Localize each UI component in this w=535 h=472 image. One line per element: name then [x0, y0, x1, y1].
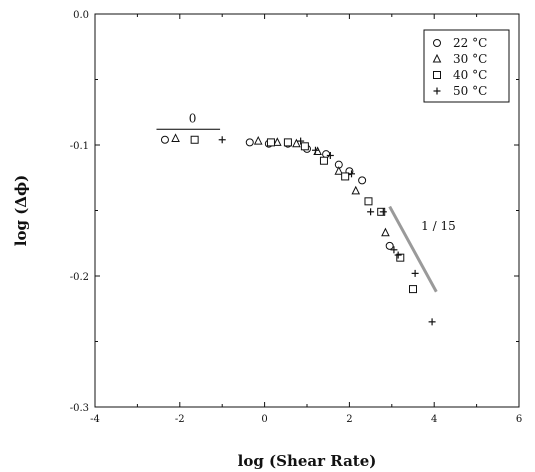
point-40c: [300, 142, 309, 151]
y-tick-label: -0.1: [70, 141, 89, 152]
legend-marker: [433, 71, 441, 79]
point-30c: [273, 137, 282, 146]
x-tick-label: -2: [175, 414, 185, 425]
point-50c: [297, 137, 305, 145]
guide-lines: [156, 128, 438, 293]
point-40c: [283, 138, 292, 147]
point-40c: [364, 197, 373, 206]
point-50c: [390, 246, 398, 254]
x-tick-label: 4: [431, 414, 437, 425]
point-40c: [190, 135, 199, 144]
point-30c: [292, 138, 301, 148]
point-30c: [253, 135, 263, 145]
y-tick-label: -0.2: [70, 272, 89, 283]
annotation-slope-fraction: 1 / 15: [421, 219, 456, 233]
slope-guide-line: [388, 205, 438, 293]
point-50c: [311, 146, 319, 154]
point-50c: [411, 269, 419, 277]
point-30c: [381, 227, 390, 237]
annotation-slope-zero: 0: [189, 112, 197, 126]
point-40c: [409, 285, 417, 294]
x-tick-label: 2: [346, 414, 352, 425]
y-tick-label: -0.3: [70, 403, 89, 414]
point-22c: [358, 176, 367, 185]
legend-marker: [433, 39, 441, 47]
y-axis-title: log (Δϕ): [12, 175, 30, 246]
point-50c: [394, 251, 402, 259]
legend-label: 50 °C: [453, 84, 487, 98]
point-50c: [379, 208, 387, 216]
point-30c: [351, 185, 361, 195]
point-22c: [385, 241, 394, 250]
data-points: [160, 133, 436, 326]
x-axis: -4 -2 0 2 4 6: [90, 14, 522, 425]
x-axis-title: log (Shear Rate): [238, 452, 377, 470]
point-22c: [245, 138, 254, 147]
legend-label: 40 °C: [453, 68, 487, 82]
point-40c: [266, 138, 275, 147]
legend-marker: [432, 53, 442, 63]
point-50c: [326, 151, 334, 159]
point-50c: [218, 136, 226, 144]
point-22c: [160, 135, 169, 144]
point-40c: [396, 253, 405, 262]
legend-label: 22 °C: [453, 36, 487, 50]
x-tick-label: 0: [261, 414, 267, 425]
point-30c: [334, 166, 344, 175]
point-40c: [341, 172, 350, 181]
point-30c: [171, 133, 180, 142]
y-tick-label: 0.0: [73, 10, 89, 21]
y-axis: 0.0 -0.1 -0.2 -0.3: [70, 10, 519, 414]
legend-label: 30 °C: [453, 52, 487, 66]
legend: 22 °C 30 °C 40 °C 50 °C: [423, 29, 510, 103]
point-22c: [322, 150, 331, 159]
x-tick-label: -4: [90, 414, 100, 425]
point-40c: [319, 156, 328, 165]
legend-marker: [433, 87, 441, 95]
point-50c: [367, 208, 375, 216]
x-tick-label: 6: [516, 414, 522, 425]
point-50c: [348, 170, 356, 178]
point-50c: [428, 318, 436, 326]
annotations: 0 1 / 15: [189, 112, 456, 233]
